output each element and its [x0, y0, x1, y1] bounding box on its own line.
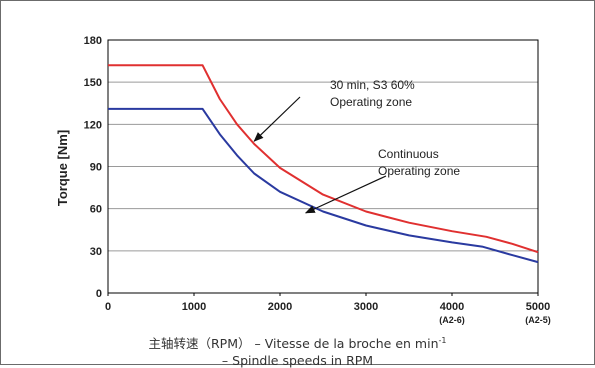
- y-tick-label: 180: [84, 35, 102, 47]
- plot-area: [107, 39, 539, 294]
- x-axis-label-line1: 主轴转速（RPM） – Vitesse de la broche en min-…: [0, 333, 595, 352]
- x-tick-label: 2000: [268, 301, 292, 313]
- y-tick-label: 60: [90, 204, 102, 216]
- annotation-s3-text: Operating zone: [330, 95, 412, 109]
- annotation-continuous-arrow: [304, 175, 387, 214]
- x-axis-label-text: 主轴转速（RPM） – Vitesse de la broche en min: [148, 336, 439, 351]
- y-tick-label: 90: [90, 162, 102, 174]
- x-tick-label: 5000: [526, 301, 550, 313]
- y-tick-label: 30: [90, 246, 102, 258]
- annotation-continuous-text: Operating zone: [378, 164, 460, 178]
- x-tick-sublabel: (A2-5): [525, 315, 551, 325]
- x-tick-sublabel: (A2-6): [439, 315, 465, 325]
- series-line-continuous: [108, 107, 539, 264]
- annotation-s3-text: 30 min, S3 60%: [330, 78, 415, 92]
- x-tick-label: 3000: [354, 301, 378, 313]
- x-axis-label-superscript: -1: [438, 335, 447, 345]
- series-line-s3: [108, 64, 539, 254]
- annotation-s3-arrow: [253, 96, 301, 142]
- y-tick-label: 150: [84, 77, 102, 89]
- x-tick-label: 0: [105, 301, 111, 313]
- y-axis-label: Torque [Nm]: [55, 130, 70, 206]
- x-axis-label-line2: – Spindle speeds in RPM: [221, 353, 374, 368]
- x-tick-label: 1000: [182, 301, 206, 313]
- annotation-continuous-text: Continuous: [378, 147, 439, 161]
- y-tick-label: 120: [84, 119, 102, 131]
- x-tick-label: 4000: [440, 301, 464, 313]
- y-tick-label: 0: [96, 288, 102, 300]
